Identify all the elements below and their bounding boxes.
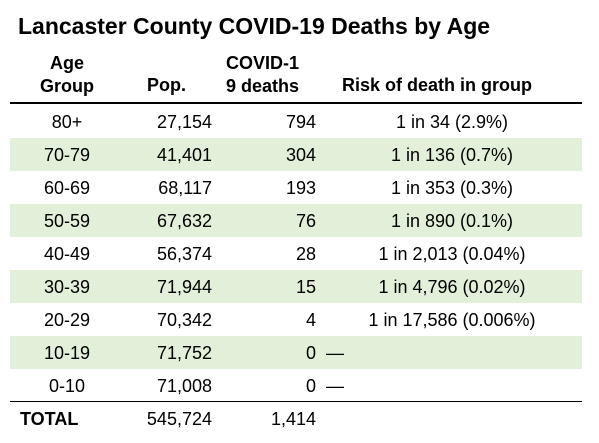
header-cell: Risk of death in group bbox=[342, 75, 533, 95]
cell: — bbox=[326, 376, 344, 396]
row-band bbox=[10, 270, 582, 303]
total-cell: 1,414 bbox=[270, 409, 316, 429]
cell: 80+ bbox=[51, 112, 83, 132]
cell: 68,117 bbox=[158, 178, 212, 198]
cell: 67,632 bbox=[156, 211, 212, 231]
header-cell: COVID-1 bbox=[226, 53, 300, 73]
header-cell: 9 deaths bbox=[226, 76, 300, 96]
cell: 40-49 bbox=[43, 244, 91, 264]
total-cell: TOTAL bbox=[20, 409, 79, 429]
cell: 56,374 bbox=[156, 244, 212, 264]
cell: 1 in 17,586 (0.006%) bbox=[368, 310, 536, 330]
title: Lancaster County COVID-19 Deaths by Age bbox=[18, 13, 491, 39]
cell: 76 bbox=[295, 211, 316, 231]
cell: 60-69 bbox=[43, 178, 91, 198]
header-cell: Group bbox=[40, 76, 94, 96]
cell: 193 bbox=[285, 178, 316, 198]
row-band bbox=[10, 336, 582, 369]
cell: 1 in 353 (0.3%) bbox=[390, 178, 514, 198]
cell: 0 bbox=[305, 343, 316, 363]
cell: 794 bbox=[285, 112, 316, 132]
cell: 1 in 34 (2.9%) bbox=[395, 112, 509, 132]
cell: 71,008 bbox=[156, 376, 212, 396]
cell: 20-29 bbox=[43, 310, 91, 330]
cell: 1 in 2,013 (0.04%) bbox=[378, 244, 526, 264]
header-cell: Pop. bbox=[147, 75, 186, 95]
cell: 70,342 bbox=[156, 310, 212, 330]
cell: 41,401 bbox=[156, 145, 212, 165]
cell: 0 bbox=[305, 376, 316, 396]
cell: 4 bbox=[305, 310, 316, 330]
total-cell: 545,724 bbox=[146, 409, 212, 429]
cell: 1 in 890 (0.1%) bbox=[390, 211, 514, 231]
cell: 70-79 bbox=[43, 145, 91, 165]
cell: 0-10 bbox=[48, 376, 86, 396]
cell: 304 bbox=[285, 145, 316, 165]
cell: 1 in 4,796 (0.02%) bbox=[378, 277, 526, 297]
row-band bbox=[10, 204, 582, 237]
header-cell: Age bbox=[49, 53, 84, 73]
row-band bbox=[10, 138, 582, 171]
cell: 15 bbox=[295, 277, 316, 297]
cell: 1 in 136 (0.7%) bbox=[390, 145, 514, 165]
total-rule bbox=[10, 401, 582, 402]
cell: 27,154 bbox=[156, 112, 212, 132]
cell: 28 bbox=[295, 244, 316, 264]
cell: 30-39 bbox=[43, 277, 91, 297]
cell: 50-59 bbox=[43, 211, 91, 231]
cell: — bbox=[326, 343, 344, 363]
cell: 71,752 bbox=[156, 343, 212, 363]
cell: 71,944 bbox=[156, 277, 212, 297]
cell: 10-19 bbox=[43, 343, 91, 363]
header-rule bbox=[10, 102, 582, 104]
